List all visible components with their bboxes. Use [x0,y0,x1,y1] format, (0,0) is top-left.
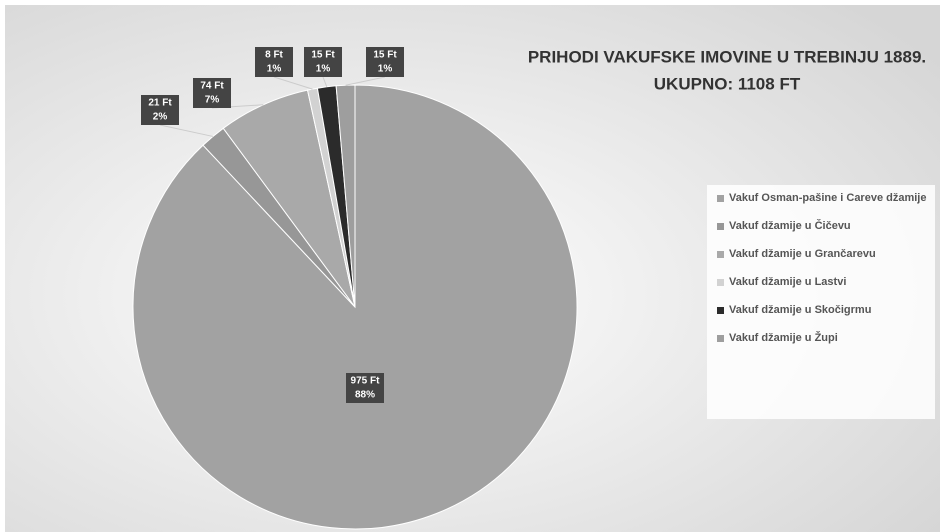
pie-slice [335,84,356,308]
legend-label: Vakuf džamije u Čičevu [729,220,851,232]
data-label: 74 Ft [200,81,224,92]
legend-item: Vakuf džamije u Grančarevu [717,247,931,262]
legend-label: Vakuf džamije u Lastvi [729,276,847,288]
data-label-percent: 88% [355,390,375,401]
leader-line [159,124,213,137]
legend-label: Vakuf džamije u Grančarevu [729,248,876,260]
data-label-box [255,47,293,77]
legend-swatch [717,335,724,342]
legend-label: Vakuf džamije u Župi [729,332,838,344]
legend-swatch [717,195,724,202]
chart-title: PRIHODI VAKUFSKE IMOVINE U TREBINJU 1889… [528,47,926,66]
data-label-percent: 7% [205,95,220,106]
leader-line [273,76,313,90]
legend-item: Vakuf Osman-pašine i Careve džamije [717,191,931,206]
leader-line [345,76,386,86]
data-label: 21 Ft [148,98,172,109]
data-label-percent: 1% [267,64,282,75]
legend: Vakuf Osman-pašine i Careve džamije Vakuf… [707,185,935,419]
data-label-box [346,373,384,403]
legend-label: Vakuf džamije u Skočigrmu [729,304,872,316]
data-label-percent: 1% [378,64,393,75]
data-label-box [366,47,404,77]
legend-item: Vakuf džamije u Čičevu [717,219,931,234]
legend-swatch [717,251,724,258]
data-label: 975 Ft [351,376,381,387]
data-label: 15 Ft [311,50,335,61]
legend-label: Vakuf Osman-pašine i Careve džamije [729,192,927,204]
legend-item: Vakuf džamije u Lastvi [717,275,931,290]
data-label-percent: 1% [316,64,331,75]
legend-swatch [717,307,724,314]
data-label-box [141,95,179,125]
data-label: 15 Ft [373,50,397,61]
legend-swatch [717,279,724,286]
leader-line [322,76,328,87]
data-label-box [304,47,342,77]
legend-item: Vakuf džamije u Skočigrmu [717,303,931,318]
data-label-percent: 2% [153,112,168,123]
data-label: 8 Ft [265,50,283,61]
legend-swatch [717,223,724,230]
data-label-box [193,78,231,108]
chart-subtitle: UKUPNO: 1108 FT [654,74,801,93]
legend-item: Vakuf džamije u Župi [717,331,931,346]
